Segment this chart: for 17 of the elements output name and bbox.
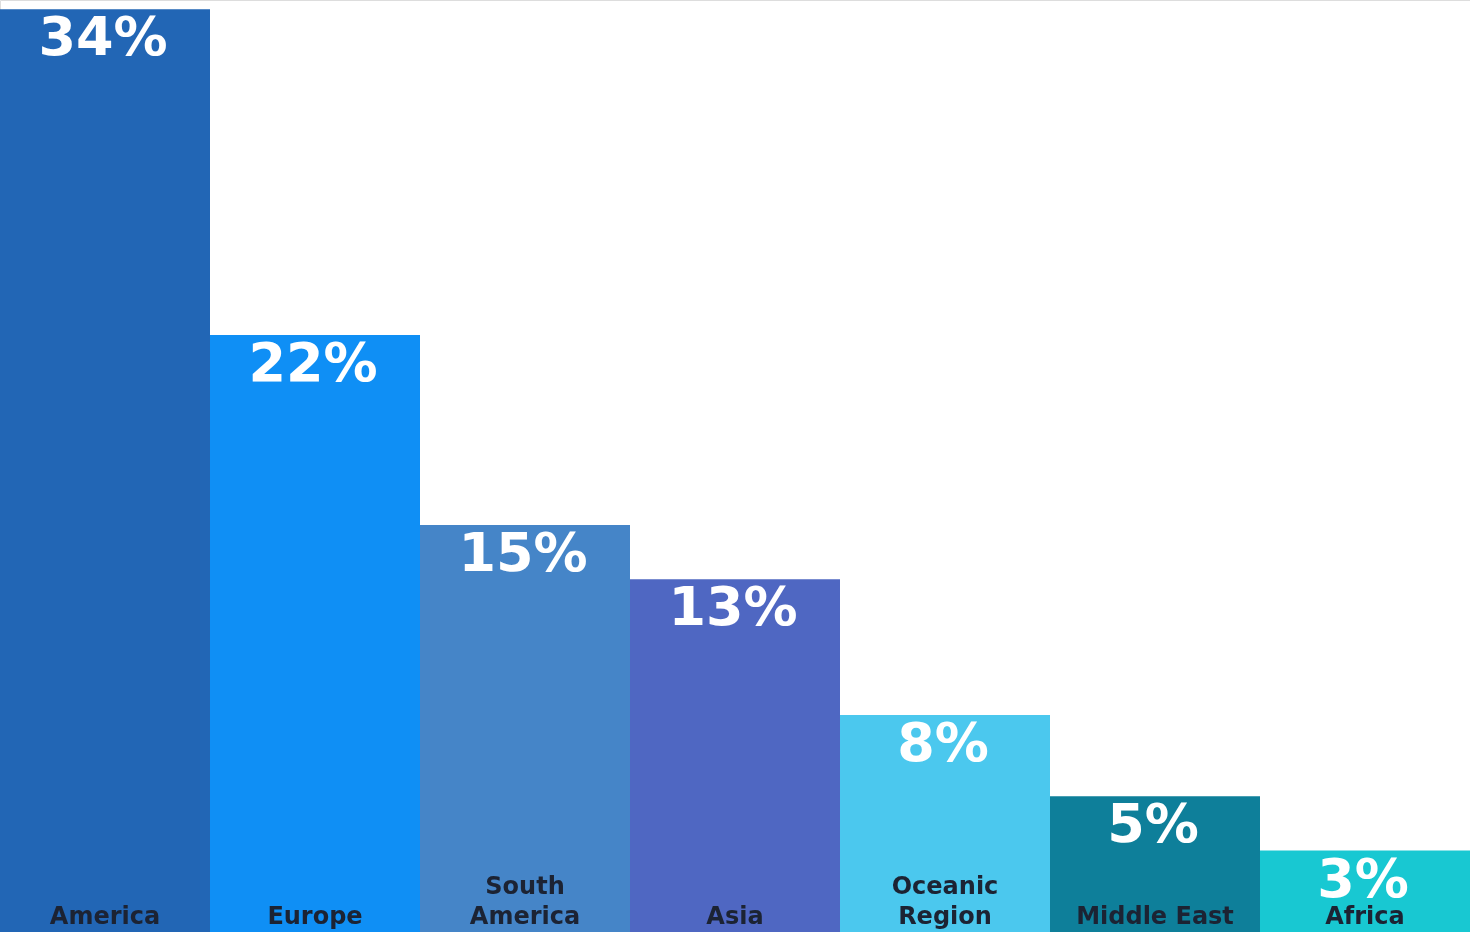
bar <box>0 9 210 932</box>
bar <box>630 579 840 932</box>
x-tick-label: Asia <box>706 902 764 930</box>
data-label: 13% <box>668 575 798 639</box>
bar <box>210 334 420 932</box>
data-label: 22% <box>248 330 378 394</box>
x-tick-label: Europe <box>267 902 363 930</box>
x-tick-label: Middle East <box>1076 902 1234 930</box>
x-tick-label: South America <box>469 872 581 930</box>
x-tick-label: Oceanic Region <box>891 872 999 930</box>
x-tick-label: America <box>49 902 161 930</box>
bar <box>840 714 1050 932</box>
data-label: 34% <box>38 5 168 69</box>
bar <box>420 524 630 932</box>
data-label: 8% <box>897 710 989 774</box>
data-label: 15% <box>458 520 588 584</box>
data-label: 5% <box>1107 792 1199 856</box>
